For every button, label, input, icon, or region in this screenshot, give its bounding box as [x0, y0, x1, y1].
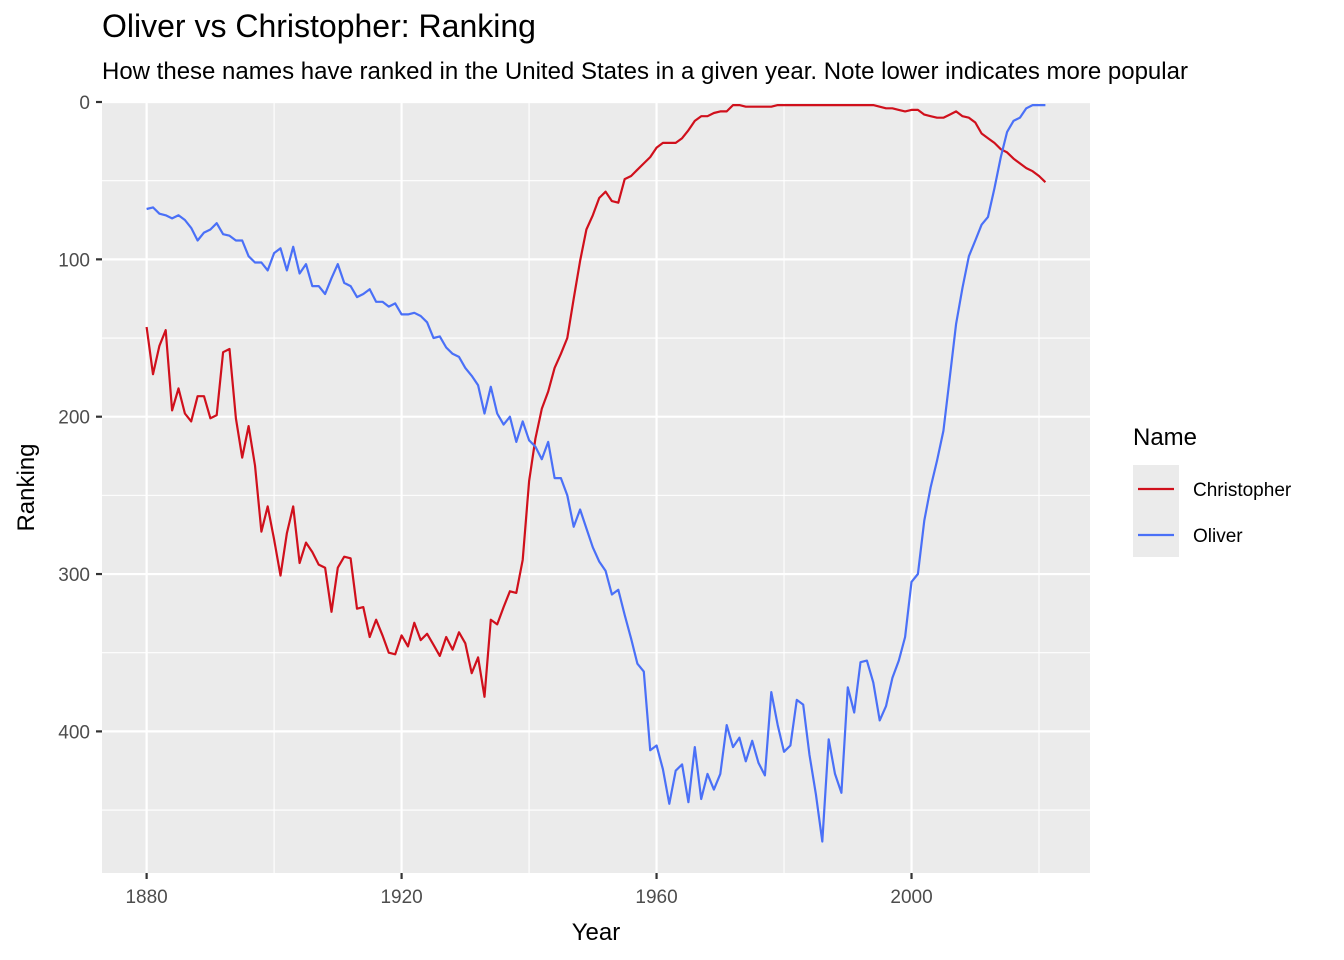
legend-key-background: [1133, 465, 1179, 557]
y-tick-label: 200: [58, 408, 90, 429]
x-tick-label: 2000: [890, 887, 932, 908]
x-tick-label: 1960: [635, 887, 677, 908]
major-gridlines: [102, 100, 1090, 873]
series-line-christopher: [145, 103, 1047, 698]
x-tick-label: 1880: [125, 887, 167, 908]
legend-label-christopher: Christopher: [1193, 480, 1292, 501]
y-tick-label: 100: [58, 250, 90, 271]
y-tick-label: 0: [79, 93, 90, 114]
legend-label-oliver: Oliver: [1193, 526, 1243, 547]
x-axis-title: Year: [572, 919, 621, 946]
chart-subtitle: How these names have ranked in the Unite…: [102, 58, 1188, 85]
series-line-oliver: [146, 103, 1046, 843]
minor-gridlines: [102, 102, 1090, 873]
x-tick-label: 1920: [380, 887, 422, 908]
y-tick-label: 300: [58, 565, 90, 586]
legend-title: Name: [1133, 424, 1197, 451]
chart-title: Oliver vs Christopher: Ranking: [102, 8, 536, 44]
legend: Name Christopher Oliver: [1133, 424, 1292, 557]
y-tick-label: 400: [58, 722, 90, 743]
plot-panel: [102, 102, 1090, 873]
axes: 1880 1920 1960 2000 0 100 200 300 400: [58, 93, 932, 908]
y-axis-title: Ranking: [13, 443, 40, 531]
series-lines: [145, 103, 1047, 843]
